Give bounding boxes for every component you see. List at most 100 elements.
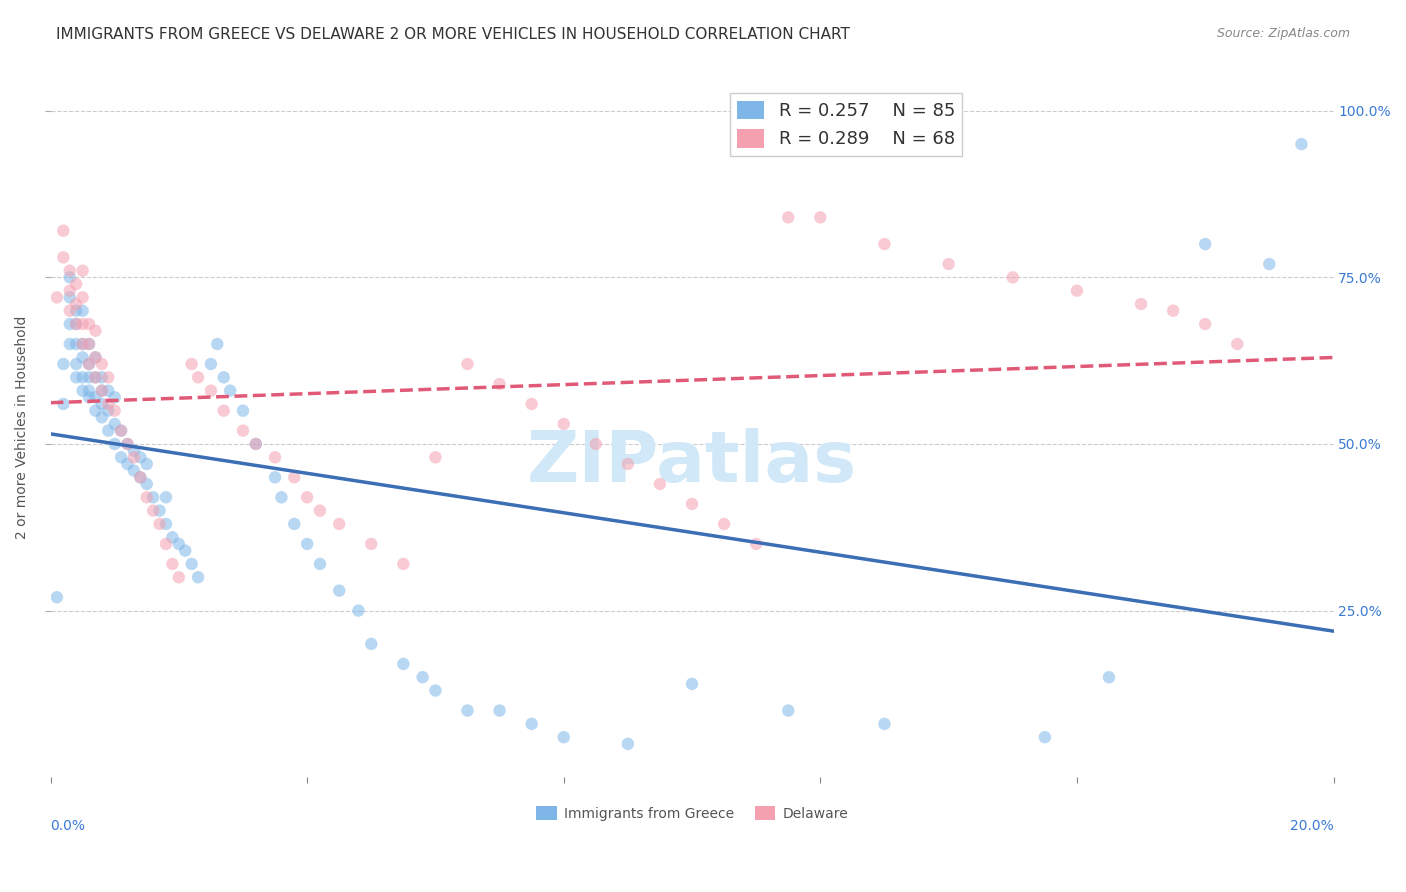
Point <box>117 437 139 451</box>
Point <box>52 251 75 265</box>
Point <box>553 417 575 431</box>
Point <box>104 403 127 417</box>
Point <box>97 424 120 438</box>
Point <box>360 637 382 651</box>
Point <box>681 497 703 511</box>
Point <box>245 437 267 451</box>
Point <box>84 370 107 384</box>
Point <box>488 704 510 718</box>
Point <box>1226 337 1249 351</box>
Point <box>745 537 768 551</box>
Legend: Immigrants from Greece, Delaware: Immigrants from Greece, Delaware <box>530 800 853 826</box>
Point <box>72 263 94 277</box>
Point <box>65 297 87 311</box>
Point <box>328 583 350 598</box>
Point <box>72 351 94 365</box>
Point <box>873 717 896 731</box>
Point <box>52 397 75 411</box>
Point <box>309 503 332 517</box>
Point <box>77 317 100 331</box>
Point <box>65 277 87 291</box>
Point <box>207 337 229 351</box>
Point <box>84 390 107 404</box>
Point <box>149 503 172 517</box>
Point <box>295 490 318 504</box>
Point <box>681 677 703 691</box>
Point <box>65 303 87 318</box>
Point <box>778 211 800 225</box>
Point <box>77 337 100 351</box>
Point <box>65 370 87 384</box>
Point <box>232 403 254 417</box>
Point <box>77 357 100 371</box>
Point <box>110 424 132 438</box>
Point <box>142 503 165 517</box>
Point <box>142 490 165 504</box>
Point <box>180 357 202 371</box>
Point <box>77 337 100 351</box>
Point <box>488 376 510 391</box>
Point <box>59 284 82 298</box>
Point <box>117 457 139 471</box>
Point <box>283 470 305 484</box>
Point <box>155 537 177 551</box>
Point <box>873 237 896 252</box>
Point <box>264 450 287 465</box>
Text: IMMIGRANTS FROM GREECE VS DELAWARE 2 OR MORE VEHICLES IN HOUSEHOLD CORRELATION C: IMMIGRANTS FROM GREECE VS DELAWARE 2 OR … <box>56 27 851 42</box>
Point <box>97 384 120 398</box>
Point <box>65 317 87 331</box>
Point <box>219 384 242 398</box>
Point <box>104 437 127 451</box>
Point <box>617 457 640 471</box>
Point <box>180 557 202 571</box>
Point <box>295 537 318 551</box>
Point <box>129 450 152 465</box>
Point <box>52 224 75 238</box>
Point <box>212 370 235 384</box>
Point <box>122 450 145 465</box>
Point <box>347 604 370 618</box>
Point <box>778 704 800 718</box>
Point <box>232 424 254 438</box>
Point <box>59 263 82 277</box>
Point <box>309 557 332 571</box>
Point <box>1098 670 1121 684</box>
Point <box>392 557 415 571</box>
Point <box>1258 257 1281 271</box>
Point <box>200 357 222 371</box>
Point <box>129 470 152 484</box>
Point <box>135 477 157 491</box>
Point <box>135 457 157 471</box>
Point <box>174 543 197 558</box>
Point <box>90 384 112 398</box>
Point <box>553 730 575 744</box>
Point <box>77 370 100 384</box>
Point <box>162 557 184 571</box>
Point <box>187 370 209 384</box>
Point <box>200 384 222 398</box>
Point <box>425 450 447 465</box>
Point <box>648 477 671 491</box>
Point <box>245 437 267 451</box>
Point <box>72 317 94 331</box>
Point <box>457 357 479 371</box>
Point <box>425 683 447 698</box>
Point <box>110 424 132 438</box>
Point <box>97 403 120 417</box>
Point <box>360 537 382 551</box>
Point <box>122 464 145 478</box>
Point <box>65 357 87 371</box>
Point <box>808 211 831 225</box>
Point <box>77 390 100 404</box>
Point <box>167 537 190 551</box>
Point <box>155 516 177 531</box>
Point <box>84 351 107 365</box>
Point <box>59 303 82 318</box>
Point <box>392 657 415 671</box>
Point <box>72 384 94 398</box>
Point <box>90 357 112 371</box>
Point <box>264 470 287 484</box>
Point <box>135 490 157 504</box>
Point <box>149 516 172 531</box>
Point <box>72 290 94 304</box>
